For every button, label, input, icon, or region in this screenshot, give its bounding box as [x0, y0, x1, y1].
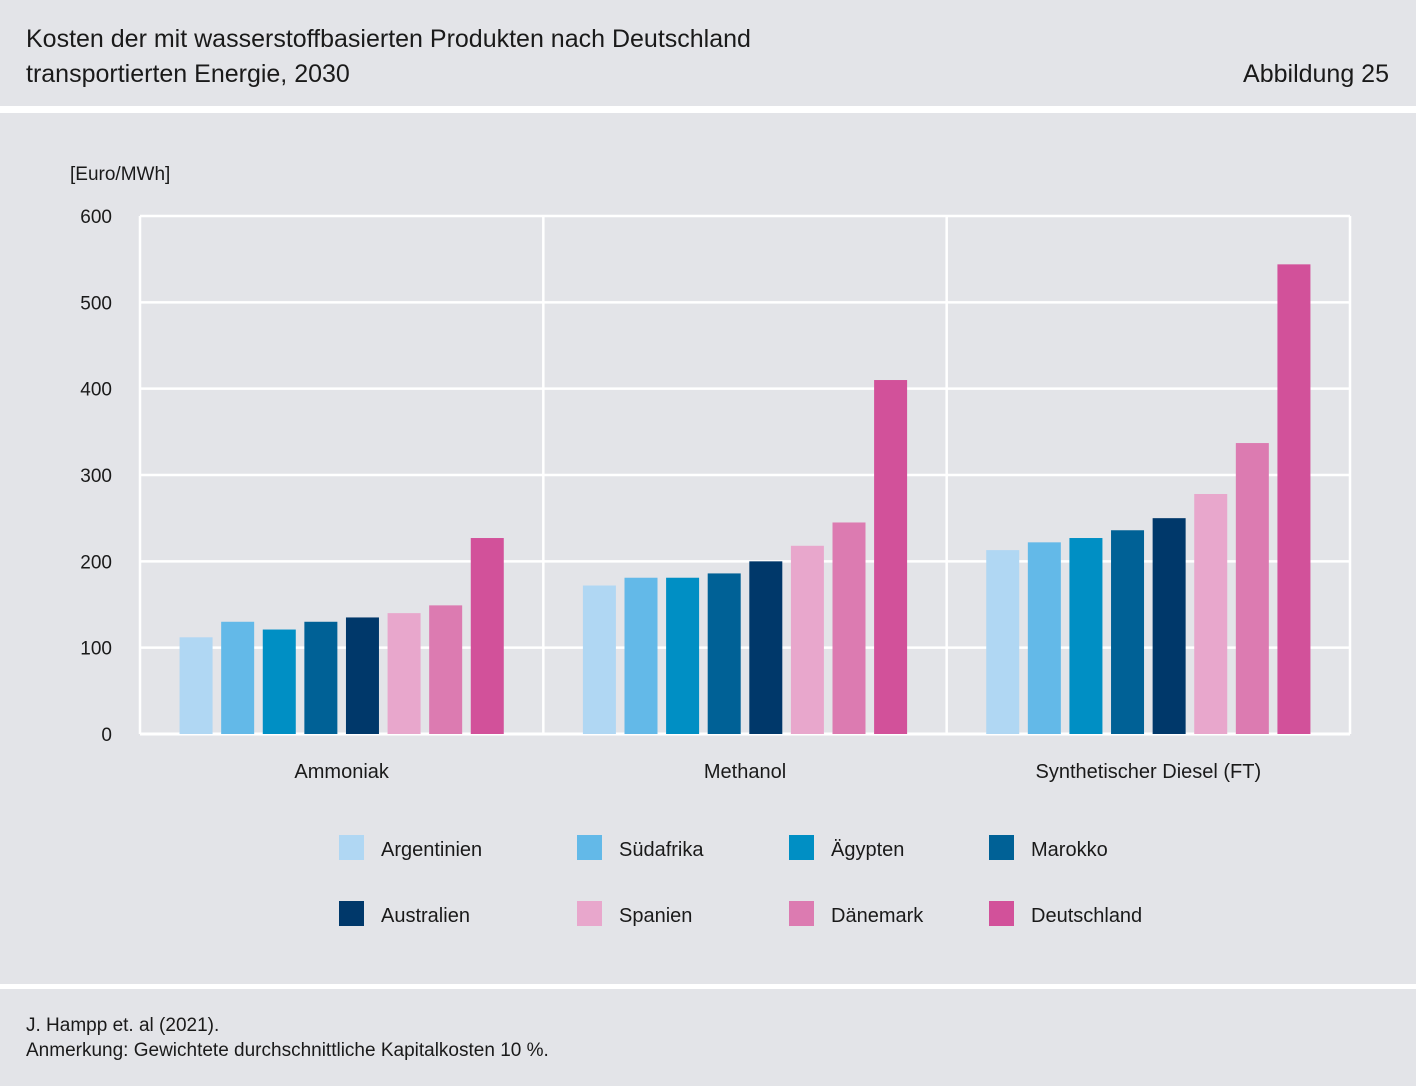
x-category-label: Synthetischer Diesel (FT) [1036, 761, 1262, 783]
bar-2-6 [1235, 443, 1269, 734]
bar-2-4 [1152, 518, 1186, 734]
bar-0-1 [221, 621, 255, 734]
x-category-label: Methanol [704, 761, 786, 783]
bar-1-5 [790, 545, 824, 734]
legend-swatch [789, 835, 814, 860]
bar-2-2 [1069, 538, 1103, 734]
legend-label: Südafrika [619, 839, 704, 861]
source-citation: J. Hampp et. al (2021). [26, 1015, 220, 1036]
bar-1-0 [582, 585, 616, 734]
bar-0-3 [304, 621, 338, 734]
legend-label: Deutschland [1031, 905, 1142, 927]
y-tick-label: 500 [80, 293, 112, 314]
bar-1-1 [624, 577, 658, 734]
legend-label: Australien [381, 905, 470, 927]
bar-1-6 [832, 522, 866, 734]
footer-panel: J. Hampp et. al (2021). Anmerkung: Gewic… [0, 989, 1416, 1086]
legend-label: Argentinien [381, 839, 482, 861]
chart-title-line-1: Kosten der mit wasserstoffbasierten Prod… [26, 25, 751, 53]
chart-title: Kosten der mit wasserstoffbasierten Prod… [26, 22, 926, 92]
bar-1-4 [749, 561, 783, 734]
legend-swatch [339, 835, 364, 860]
bar-0-6 [429, 605, 463, 734]
bar-2-1 [1027, 542, 1061, 734]
bar-2-7 [1277, 264, 1311, 734]
y-axis-unit-label: [Euro/MWh] [70, 164, 170, 185]
bar-2-0 [986, 550, 1020, 734]
header-panel: Kosten der mit wasserstoffbasierten Prod… [0, 0, 1416, 106]
y-tick-label: 400 [80, 380, 112, 401]
bar-1-2 [666, 577, 700, 734]
bar-1-3 [707, 573, 741, 734]
legend-label: Spanien [619, 905, 692, 927]
methodology-note: Anmerkung: Gewichtete durchschnittliche … [26, 1040, 549, 1061]
y-tick-label: 100 [80, 639, 112, 660]
bar-chart: 0 100 200 300 400 500 600 [Euro/MWh] Ammoniak Met… [70, 164, 1352, 927]
legend-label: Dänemark [831, 905, 924, 927]
y-tick-label: 300 [80, 466, 112, 487]
bar-0-5 [387, 613, 421, 734]
legend-swatch [989, 901, 1014, 926]
bar-2-3 [1111, 530, 1145, 734]
legend-label: Ägypten [831, 839, 904, 861]
legend-swatch [789, 901, 814, 926]
bar-0-7 [470, 538, 504, 734]
legend-swatch [989, 835, 1014, 860]
y-tick-label: 600 [80, 207, 112, 228]
bar-0-0 [179, 637, 213, 734]
chart-panel: 0 100 200 300 400 500 600 [Euro/MWh] Ammoniak Met… [0, 113, 1416, 984]
y-tick-label: 200 [80, 552, 112, 573]
bar-0-2 [262, 629, 296, 734]
bar-1-7 [874, 380, 908, 734]
x-category-label: Ammoniak [294, 761, 389, 783]
legend-label: Marokko [1031, 839, 1108, 861]
legend-swatch [339, 901, 364, 926]
bar-2-5 [1194, 493, 1228, 734]
source-note: J. Hampp et. al (2021). Anmerkung: Gewic… [26, 1013, 549, 1063]
y-tick-label: 0 [101, 725, 112, 746]
figure-label: Abbildung 25 [1243, 60, 1389, 88]
chart-title-line-2: transportierten Energie, 2030 [26, 60, 350, 88]
legend-swatch [577, 835, 602, 860]
legend-swatch [577, 901, 602, 926]
bar-0-4 [345, 617, 379, 734]
